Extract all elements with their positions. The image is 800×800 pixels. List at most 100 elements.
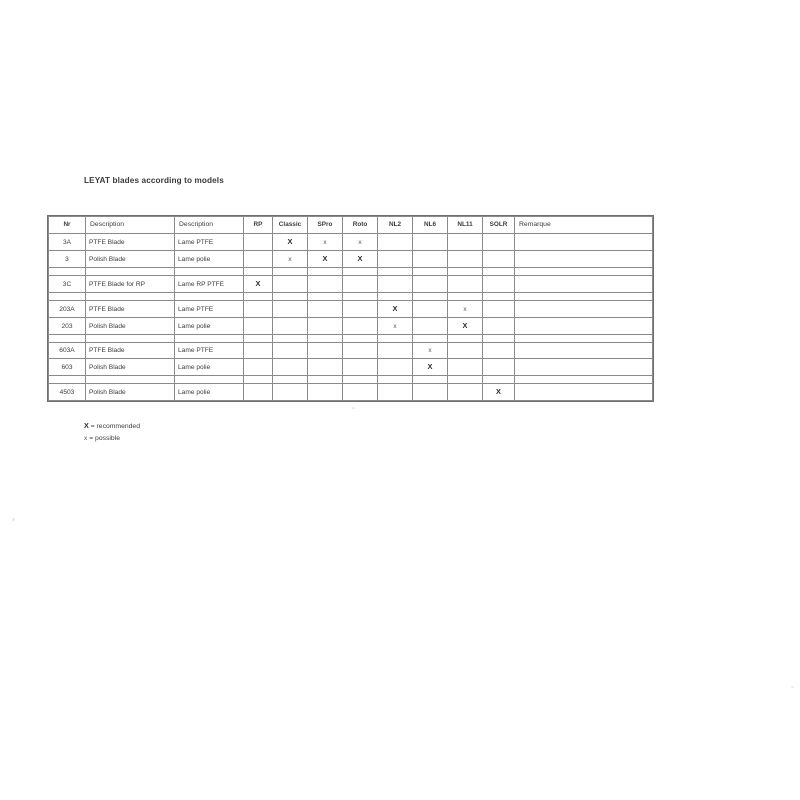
spacer-cell: [174, 334, 244, 343]
cell-mark-nl11: [447, 233, 483, 251]
cell-mark-solr: [482, 342, 515, 359]
cell-mark-rp: [243, 342, 273, 359]
spacer-cell: [412, 267, 448, 276]
cell-mark-spro: x: [307, 233, 343, 251]
spacer-cell: [377, 375, 413, 384]
spacer-cell: [514, 375, 653, 384]
spacer-cell: [174, 267, 244, 276]
spacer-cell: [342, 292, 378, 301]
legend-key-possible: x: [84, 435, 88, 442]
cell-mark-nl2: [377, 342, 413, 359]
cell-mark-nl11: x: [447, 300, 483, 318]
spacer-cell: [482, 334, 515, 343]
spacer-cell: [447, 267, 483, 276]
spacer-cell: [377, 292, 413, 301]
cell-mark-nl11: [447, 358, 483, 376]
mark-recommended-icon: X: [496, 387, 501, 396]
cell-mark-classic: [272, 358, 308, 376]
cell-nr: 203: [48, 317, 86, 335]
spacer-cell: [307, 292, 343, 301]
cell-mark-rp: X: [243, 275, 273, 293]
cell-description-en: PTFE Blade: [85, 233, 175, 251]
spacer-cell: [174, 375, 244, 384]
cell-mark-rp: [243, 358, 273, 376]
spacer-cell: [482, 267, 515, 276]
cell-mark-roto: X: [342, 250, 378, 268]
cell-mark-classic: [272, 317, 308, 335]
cell-mark-nl6: [412, 250, 448, 268]
cell-mark-spro: [307, 317, 343, 335]
cell-mark-spro: [307, 358, 343, 376]
spacer-cell: [412, 334, 448, 343]
mark-possible-icon: x: [288, 255, 292, 263]
cell-mark-solr: [482, 300, 515, 318]
cell-remarque: [514, 342, 653, 359]
table-spacer-row: [48, 267, 653, 276]
legend-key-recommended: X: [84, 421, 89, 430]
cell-nr: 603: [48, 358, 86, 376]
mark-possible-icon: x: [393, 322, 397, 330]
cell-description-fr: Lame PTFE: [174, 342, 244, 359]
spacer-cell: [272, 292, 308, 301]
mark-recommended-icon: X: [357, 254, 363, 263]
cell-mark-rp: [243, 383, 273, 401]
mark-recommended-icon: X: [287, 237, 293, 246]
spacer-cell: [272, 267, 308, 276]
cell-description-fr: Lame polie: [174, 358, 244, 376]
table-spacer-row: [48, 375, 653, 384]
cell-mark-nl2: x: [377, 317, 413, 335]
cell-mark-roto: [342, 383, 378, 401]
cell-mark-nl6: [412, 300, 448, 318]
cell-mark-nl11: [447, 275, 483, 293]
spacer-cell: [243, 334, 273, 343]
cell-mark-rp: [243, 250, 273, 268]
table-spacer-row: [48, 334, 653, 343]
cell-mark-solr: [482, 233, 515, 251]
cell-mark-spro: X: [307, 250, 343, 268]
cell-remarque: [514, 233, 653, 251]
spacer-cell: [85, 375, 175, 384]
page-title: LEYAT blades according to models: [84, 176, 224, 185]
table-header-row: Nr Description Description RP Classic SP…: [48, 216, 653, 234]
table-row: 4503 Polish Blade Lame polie X: [48, 383, 653, 401]
spacer-cell: [514, 267, 653, 276]
spacer-cell: [342, 375, 378, 384]
spacer-cell: [174, 292, 244, 301]
cell-mark-nl6: [412, 317, 448, 335]
cell-mark-nl11: X: [447, 317, 483, 335]
cell-description-fr: Lame polie: [174, 383, 244, 401]
spacer-cell: [48, 375, 86, 384]
legend-text-recommended: = recommended: [90, 423, 140, 430]
cell-mark-spro: [307, 300, 343, 318]
column-header-nr: Nr: [48, 216, 86, 234]
cell-description-fr: Lame polie: [174, 317, 244, 335]
spacer-cell: [307, 334, 343, 343]
cell-description-fr: Lame RP PTFE: [174, 275, 244, 293]
column-header-description-en: Description: [85, 216, 175, 234]
spacer-cell: [243, 267, 273, 276]
scan-speckle: [791, 686, 794, 688]
spacer-cell: [447, 334, 483, 343]
column-header-nl11: NL11: [447, 216, 483, 234]
cell-mark-classic: [272, 342, 308, 359]
cell-mark-classic: [272, 300, 308, 318]
cell-mark-classic: [272, 383, 308, 401]
cell-description-fr: Lame PTFE: [174, 233, 244, 251]
table-row: 603A PTFE Blade Lame PTFE x: [48, 342, 653, 359]
cell-mark-roto: [342, 358, 378, 376]
cell-mark-solr: [482, 317, 515, 335]
spacer-cell: [272, 334, 308, 343]
legend-text-possible: = possible: [89, 435, 120, 442]
cell-nr: 3A: [48, 233, 86, 251]
cell-mark-nl2: [377, 233, 413, 251]
legend-row-possible: x = possible: [84, 433, 140, 445]
cell-description-en: PTFE Blade: [85, 300, 175, 318]
spacer-cell: [377, 334, 413, 343]
cell-mark-classic: x: [272, 250, 308, 268]
spacer-cell: [48, 267, 86, 276]
cell-description-en: Polish Blade: [85, 250, 175, 268]
table-spacer-row: [48, 292, 653, 301]
table-row: 603 Polish Blade Lame polie X: [48, 358, 653, 376]
